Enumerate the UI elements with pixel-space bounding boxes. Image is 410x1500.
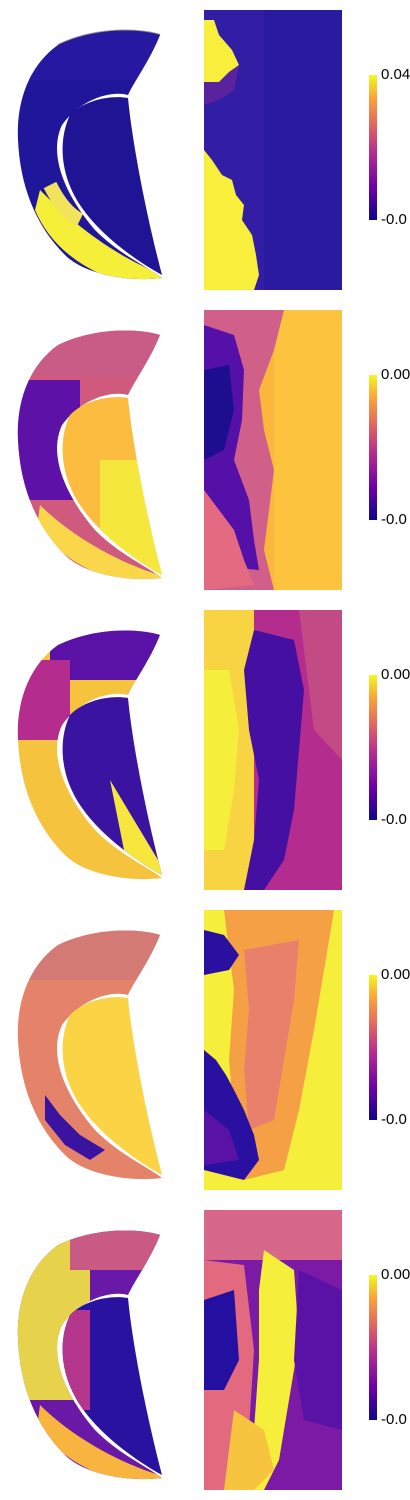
colorbar-max-label: 0.00 xyxy=(381,666,410,683)
panel-row-2: 0.00 -0.0 xyxy=(0,300,410,600)
colorbar-min-label: -0.0 xyxy=(381,211,407,228)
flatmap-render xyxy=(204,1210,342,1490)
panel-row-1: 0.04 -0.0 xyxy=(0,0,410,300)
colorbar xyxy=(369,975,377,1120)
surface-render xyxy=(17,930,162,1180)
colorbar-min-label: -0.0 xyxy=(381,811,407,828)
colorbar xyxy=(369,675,377,820)
flatmap-render xyxy=(204,310,342,590)
colorbar-max-label: 0.04 xyxy=(381,66,410,83)
colorbar-min-label: -0.0 xyxy=(381,1411,407,1428)
panel-row-3: 0.00 -0.0 xyxy=(0,600,410,900)
colorbar-min-label: -0.0 xyxy=(381,511,407,528)
surface-render xyxy=(17,330,162,580)
colorbar xyxy=(369,1275,377,1420)
colorbar-min-label: -0.0 xyxy=(381,1111,407,1128)
colorbar-max-label: 0.00 xyxy=(381,966,410,983)
surface-render xyxy=(17,29,162,280)
colorbar-max-label: 0.00 xyxy=(381,366,410,383)
panel-row-5: 0.00 -0.0 xyxy=(0,1200,410,1500)
surface-render xyxy=(17,630,162,880)
flatmap-render xyxy=(204,610,342,890)
colorbar xyxy=(369,75,377,220)
flatmap-render xyxy=(204,910,342,1190)
flatmap-render xyxy=(204,10,342,290)
colorbar xyxy=(369,375,377,520)
surface-render xyxy=(17,1230,162,1480)
panel-row-4: 0.00 -0.0 xyxy=(0,900,410,1200)
colorbar-max-label: 0.00 xyxy=(381,1266,410,1283)
